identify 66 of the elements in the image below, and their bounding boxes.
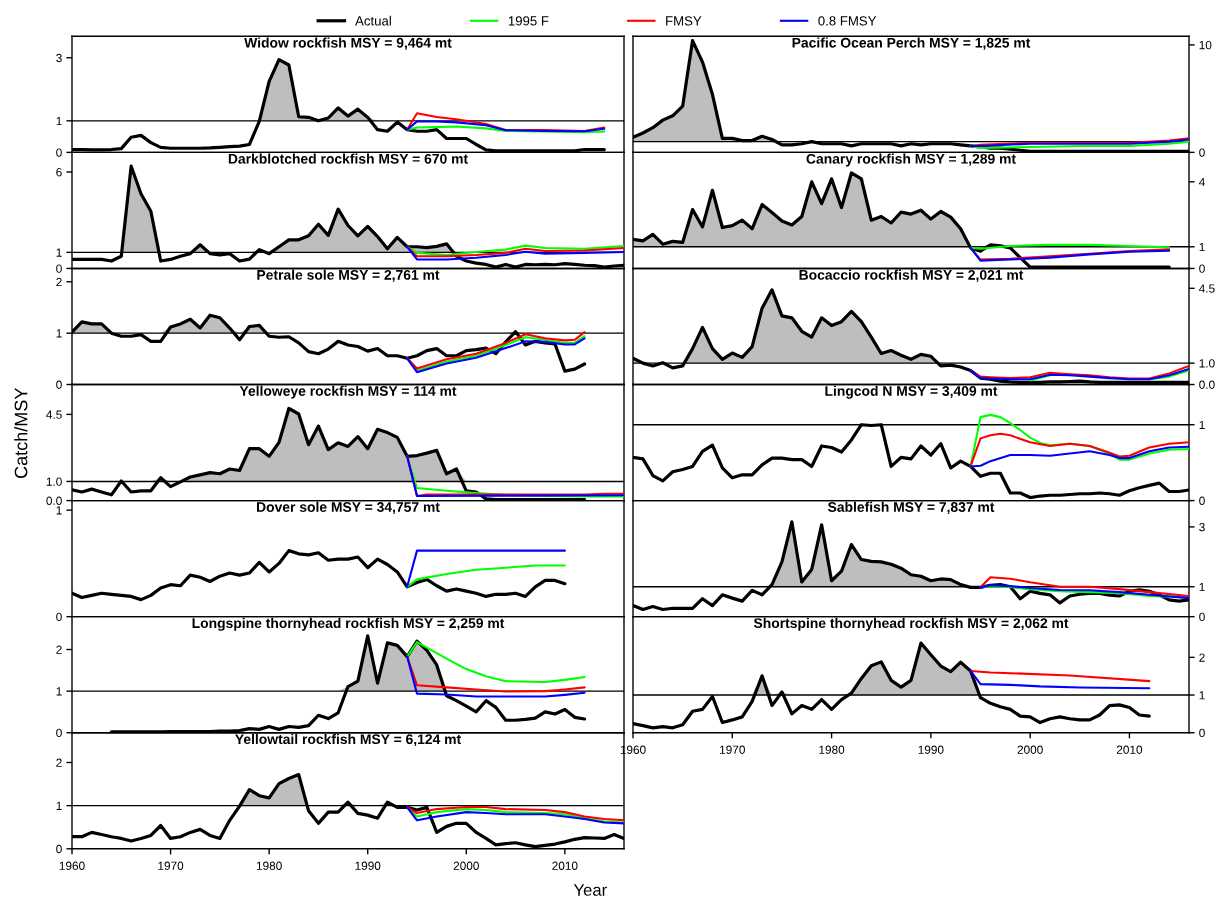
y-tick-label: 0 [56, 844, 62, 854]
y-tick-label: 1 [56, 506, 62, 515]
y-tick-label: 2 [56, 277, 62, 287]
x-tick-label: 2000 [1017, 745, 1043, 754]
y-tick-label: 0.0 [1199, 380, 1215, 389]
chart-title: Dover sole MSY = 34,757 mt [257, 501, 440, 514]
x-tick-label: 1970 [720, 745, 745, 754]
y-tick-label: 4.5 [46, 410, 62, 419]
legend-label: FMSY [666, 16, 702, 26]
y-tick-label: 0 [1199, 612, 1205, 622]
y-tick-label: 1 [1199, 582, 1205, 592]
x-tick-label: 2000 [453, 861, 479, 870]
y-tick-label: 6 [56, 168, 62, 177]
x-tick-label: 1960 [59, 861, 85, 870]
y-tick-label: 0.0 [46, 496, 62, 505]
y-tick-label: 0 [56, 264, 62, 273]
chart-title: Canary rockfish MSY = 1,289 mt [806, 153, 1016, 167]
y-tick-label: 1 [1199, 242, 1205, 252]
y-tick-label: 0 [56, 380, 62, 389]
y-tick-label: 3 [56, 53, 62, 63]
x-tick-label: 2010 [552, 861, 578, 870]
y-tick-label: 1 [1199, 691, 1205, 700]
x-tick-label: 2010 [1116, 745, 1143, 754]
y-tick-label: 1.0 [1199, 359, 1215, 368]
legend-label: 0.8 FMSY [818, 16, 877, 26]
y-tick-label: 4.5 [1198, 284, 1215, 293]
y-tick-label: 1 [56, 116, 62, 126]
chart-title: Bocaccio rockfish MSY = 2,021 mt [799, 269, 1024, 282]
y-tick-label: 0 [1199, 148, 1205, 157]
legend-label: Actual [355, 15, 391, 26]
y-tick-label: 1 [56, 801, 62, 810]
y-tick-label: 1 [56, 687, 62, 696]
chart-title: Petrale sole MSY = 2,761 mt [257, 269, 440, 282]
y-tick-label: 2 [56, 645, 62, 654]
x-axis-title: Year [573, 884, 607, 896]
chart-title: Sablefish MSY = 7,837 mt [827, 501, 995, 514]
y-tick-label: 1 [56, 248, 62, 257]
y-axis-title: Catch/MSY [14, 388, 28, 478]
x-tick-label: 1980 [819, 745, 845, 754]
y-tick-label: 1 [1199, 420, 1205, 429]
y-tick-label: 4 [1198, 177, 1205, 187]
chart-title: Longspine thornyhead rockfish MSY = 2,259 mt [192, 617, 505, 631]
legend-label: 1995 F [508, 16, 549, 26]
y-tick-label: 1.0 [46, 477, 62, 486]
y-tick-label: 0 [1199, 728, 1205, 738]
y-tick-label: 10 [1199, 40, 1212, 50]
x-tick-label: 1990 [918, 745, 944, 754]
chart-title: Yelloweye rockfish MSY = 114 mt [239, 385, 457, 399]
y-tick-label: 0 [56, 612, 62, 622]
y-tick-label: 0 [1199, 496, 1205, 505]
y-tick-label: 0 [56, 728, 62, 738]
y-tick-label: 0 [56, 148, 62, 157]
chart-title: Yellowtail rockfish MSY = 6,124 mt [235, 733, 461, 747]
y-tick-label: 3 [1199, 522, 1205, 532]
x-tick-label: 1970 [158, 861, 184, 870]
chart-title: Shortspine thornyhead rockfish MSY = 2,062 mt [753, 617, 1069, 631]
chart-title: Darkblotched rockfish MSY = 670 mt [228, 153, 468, 164]
y-tick-label: 1 [56, 329, 62, 338]
x-tick-label: 1990 [355, 861, 381, 870]
y-tick-label: 0 [1199, 264, 1205, 273]
chart-title: Widow rockfish MSY = 9,464 mt [244, 37, 452, 50]
y-tick-label: 2 [56, 758, 62, 767]
x-tick-label: 1980 [256, 861, 282, 870]
chart-title: Pacific Ocean Perch MSY = 1,825 mt [792, 37, 1031, 50]
y-tick-label: 2 [1199, 653, 1205, 662]
chart-title: Lingcod N MSY = 3,409 mt [825, 385, 998, 399]
